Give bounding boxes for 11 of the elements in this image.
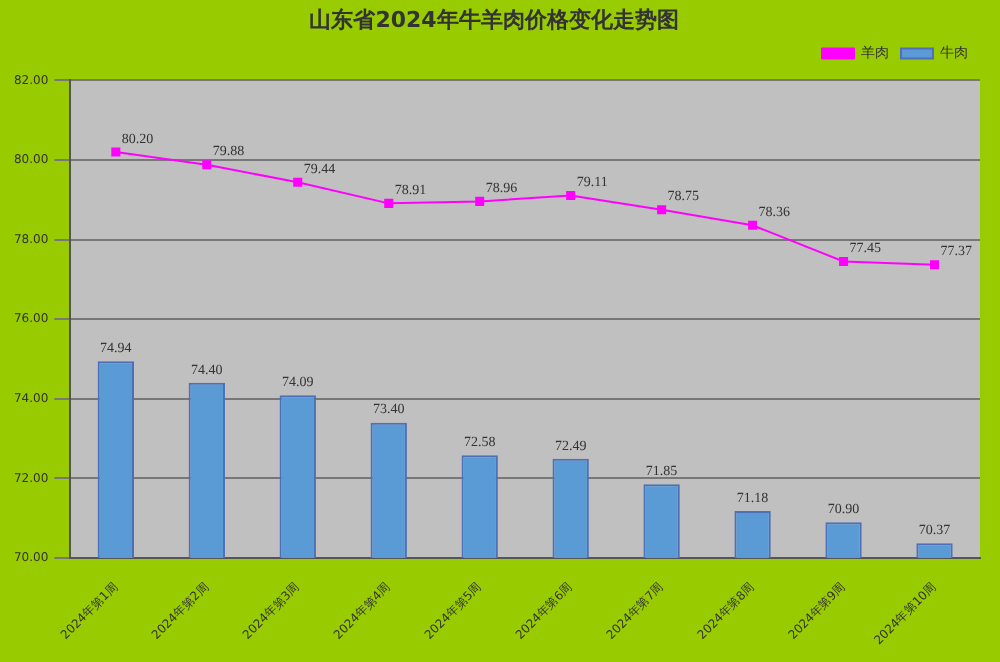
point xyxy=(657,205,667,215)
point xyxy=(384,198,394,208)
point xyxy=(293,177,303,187)
point xyxy=(566,190,576,200)
point xyxy=(475,196,485,206)
point xyxy=(111,147,121,157)
point xyxy=(839,256,849,267)
point xyxy=(748,220,758,230)
point xyxy=(202,160,212,170)
chart-title: 山东省2024年牛羊肉价格变化走势图 xyxy=(309,6,679,33)
point xyxy=(929,260,940,270)
